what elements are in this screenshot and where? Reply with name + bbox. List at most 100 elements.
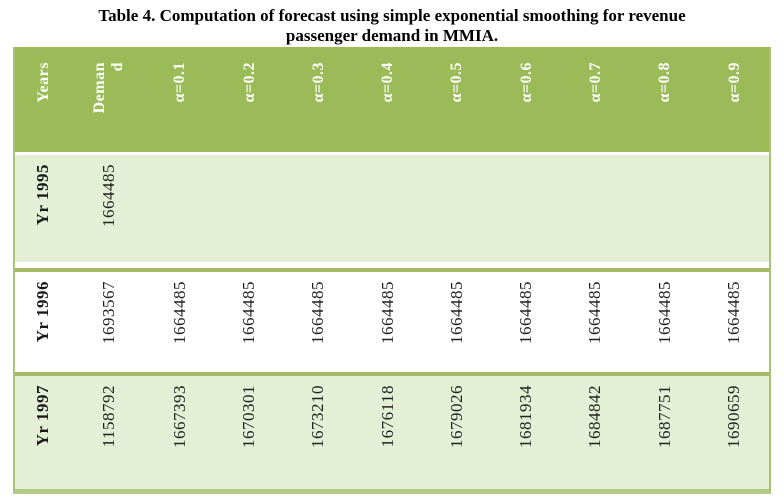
- row-separator-gap: [15, 262, 769, 268]
- vertical-text: 1664485: [516, 281, 536, 344]
- table-row-yr-1997: Yr 1997 1158792 1667393 1670301 1673210 16761…: [15, 376, 769, 489]
- vertical-text: Yr 1997: [33, 385, 53, 446]
- cell-yr-1996-alpha-0-4: 1664485: [353, 272, 422, 372]
- vertical-text: Yr 1996: [33, 281, 53, 343]
- vertical-text-line: 1158792: [98, 385, 118, 448]
- cell-yr-1996-years: Yr 1996: [15, 272, 72, 372]
- vertical-text-line: d: [108, 62, 126, 72]
- vertical-text: 1664485: [378, 281, 398, 344]
- vertical-text: α=0.2: [241, 62, 259, 103]
- cell-yr-1995-alpha-0-6: [492, 155, 561, 262]
- vertical-text: α=0.6: [518, 62, 536, 103]
- cell-yr-1995-alpha-0-3: [284, 155, 353, 262]
- cell-yr-1995-alpha-0-5: [423, 155, 492, 262]
- vertical-text-line: 1670301: [239, 385, 258, 448]
- vertical-text-line: α=0.2: [240, 62, 258, 103]
- cell-yr-1997-alpha-0-5: 1679026: [423, 376, 492, 489]
- vertical-text-line: α=0.6: [517, 62, 535, 103]
- vertical-text: 1664485: [585, 281, 605, 344]
- vertical-text: 1667393: [169, 385, 190, 448]
- vertical-text-line: 1693567: [98, 281, 118, 344]
- cell-yr-1996-alpha-0-5: 1664485: [423, 272, 492, 372]
- table-row-yr-1996: Yr 1996 1693567 1664485 1664485 1664485 16644…: [15, 272, 769, 372]
- cell-yr-1997-alpha-0-4: 1676118: [353, 376, 422, 489]
- column-header-alpha-0-5: α=0.5: [423, 47, 492, 152]
- column-header-alpha-0-6: α=0.6: [492, 47, 561, 152]
- vertical-text-line: α=0.5: [448, 62, 466, 103]
- vertical-text-line: α=0.8: [656, 62, 674, 103]
- vertical-text-line: 1664485: [308, 281, 328, 344]
- cell-yr-1997-alpha-0-2: 1670301: [215, 376, 284, 489]
- cell-yr-1996-alpha-0-2: 1664485: [215, 272, 284, 372]
- cell-yr-1995-alpha-0-2: [215, 155, 284, 262]
- column-header-alpha-0-2: α=0.2: [215, 47, 284, 152]
- vertical-text-line: 1664485: [654, 281, 674, 344]
- vertical-text-line: 1681934: [516, 385, 536, 448]
- vertical-text-line: 1664485: [239, 281, 258, 344]
- cell-yr-1995-years: Yr 1995: [15, 155, 72, 262]
- vertical-text-line: 1667393: [169, 385, 189, 448]
- cell-yr-1996-alpha-0-7: 1664485: [561, 272, 630, 372]
- cell-yr-1996-alpha-0-6: 1664485: [492, 272, 561, 372]
- cell-yr-1995-alpha-0-9: [700, 155, 769, 262]
- cell-yr-1997-alpha-0-3: 1673210: [284, 376, 353, 489]
- vertical-text: 1664485: [723, 281, 744, 344]
- vertical-text: Years: [35, 62, 53, 103]
- vertical-text: 1676118: [377, 385, 398, 448]
- cell-yr-1997-alpha-0-8: 1687751: [630, 376, 699, 489]
- vertical-text-line: 1673210: [308, 385, 328, 448]
- vertical-text: 1158792: [98, 385, 119, 448]
- vertical-text-line: α=0.1: [171, 62, 189, 103]
- column-header-alpha-0-1: α=0.1: [145, 47, 214, 152]
- row-separator-rule: [15, 372, 769, 376]
- cell-yr-1997-alpha-0-9: 1690659: [700, 376, 769, 489]
- vertical-text: 1664485: [99, 164, 119, 227]
- vertical-text-line: 1684842: [585, 385, 605, 448]
- vertical-text: α=0.1: [171, 62, 189, 103]
- column-header-alpha-0-8: α=0.8: [630, 47, 699, 152]
- cell-yr-1997-alpha-0-6: 1681934: [492, 376, 561, 489]
- column-header-alpha-0-3: α=0.3: [284, 47, 353, 152]
- vertical-text-line: α=0.3: [309, 62, 327, 103]
- vertical-text: 1679026: [446, 385, 467, 448]
- vertical-text-line: 1664485: [169, 281, 189, 344]
- vertical-text-line: α=0.7: [586, 62, 604, 103]
- column-header-demand: Deman d: [72, 47, 145, 152]
- cell-yr-1997-alpha-0-7: 1684842: [561, 376, 630, 489]
- cell-yr-1997-years: Yr 1997: [15, 376, 72, 489]
- vertical-text: 1664485: [654, 281, 675, 344]
- cell-yr-1996-alpha-0-8: 1664485: [630, 272, 699, 372]
- vertical-text: α=0.8: [656, 62, 674, 103]
- cell-yr-1995-alpha-0-4: [353, 155, 422, 262]
- vertical-text-line: 1687751: [654, 385, 674, 448]
- vertical-text: α=0.5: [448, 62, 466, 103]
- cell-yr-1996-demand: 1693567: [72, 272, 145, 372]
- table-caption: Table 4. Computation of forecast using s…: [98, 6, 686, 46]
- vertical-text-line: α=0.4: [379, 62, 397, 103]
- vertical-text-line: 1676118: [377, 385, 397, 448]
- cell-yr-1995-alpha-0-7: [561, 155, 630, 262]
- column-header-alpha-0-9: α=0.9: [700, 47, 769, 152]
- vertical-text: 1664485: [239, 281, 259, 344]
- cell-yr-1996-alpha-0-3: 1664485: [284, 272, 353, 372]
- vertical-text: 1673210: [308, 385, 328, 448]
- cell-yr-1995-alpha-0-8: [630, 155, 699, 262]
- vertical-text-line: Years: [34, 62, 52, 103]
- vertical-text-line: Yr 1996: [33, 281, 53, 343]
- column-header-years: Years: [15, 47, 72, 152]
- vertical-text-line: 1679026: [446, 385, 466, 448]
- cell-yr-1997-alpha-0-1: 1667393: [145, 376, 214, 489]
- vertical-text-line: 1664485: [446, 281, 466, 344]
- table-header-row: Years Deman d α=0.1 α=0.2 α=0.3 α=0.4 α=0.5 α=0.…: [15, 47, 769, 152]
- vertical-text: 1693567: [98, 281, 119, 344]
- vertical-text: α=0.4: [379, 62, 397, 103]
- vertical-text-line: 1690659: [723, 385, 743, 448]
- row-separator-rule: [15, 268, 769, 272]
- vertical-text: 1690659: [723, 385, 744, 448]
- vertical-text-line: Yr 1995: [33, 164, 53, 226]
- header-body-separator: [15, 152, 769, 155]
- column-header-alpha-0-4: α=0.4: [353, 47, 422, 152]
- vertical-text: 1684842: [585, 385, 605, 448]
- vertical-text-line: 1664485: [723, 281, 743, 344]
